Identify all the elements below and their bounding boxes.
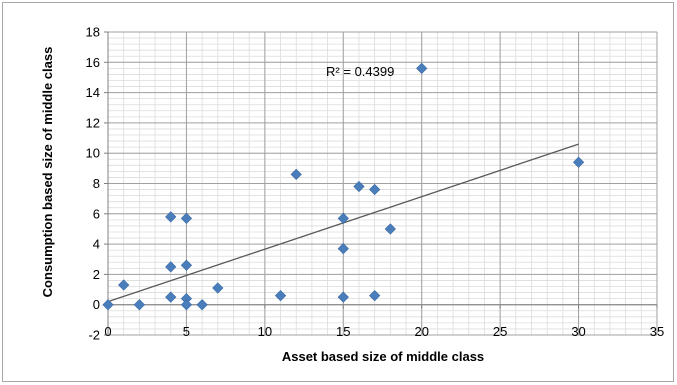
data-point [369, 289, 381, 302]
data-point [118, 279, 130, 291]
data-point [384, 223, 396, 235]
data-point [416, 62, 428, 74]
x-tick-label: 25 [493, 324, 507, 339]
data-point [337, 291, 349, 303]
y-tick-label: 10 [86, 146, 100, 161]
y-tick-label: 2 [93, 267, 100, 282]
x-tick-label: 0 [104, 324, 111, 339]
y-tick-label: 0 [93, 297, 100, 312]
data-point [337, 212, 349, 224]
data-point [337, 243, 349, 255]
x-tick-label: 5 [183, 324, 190, 339]
y-tick-label: 12 [86, 115, 100, 130]
x-tick-label: 30 [571, 324, 585, 339]
y-tick-labels: -2 0 2 4 6 8 10 12 14 16 18 [86, 25, 100, 343]
x-axis-title: Asset based size of middle class [282, 349, 484, 364]
data-point [165, 291, 177, 303]
x-tick-labels: 0 5 10 15 20 25 30 35 [104, 324, 664, 339]
x-tick-label: 35 [650, 324, 664, 339]
y-tick-label: 14 [86, 85, 100, 100]
chart-frame [2, 2, 674, 382]
y-tick-label: -2 [88, 328, 100, 343]
y-axis-title: Consumption based size of middle class [40, 47, 55, 298]
data-point [180, 259, 193, 271]
x-tick-label: 20 [414, 324, 428, 339]
y-tick-label: 16 [86, 55, 100, 70]
data-point [133, 299, 145, 311]
data-point [165, 261, 177, 273]
y-tick-label: 8 [93, 176, 100, 191]
x-tick-label: 10 [258, 324, 272, 339]
r-squared-annotation: R² = 0.4399 [326, 64, 394, 79]
data-point [180, 299, 193, 311]
x-tick-label: 15 [336, 324, 350, 339]
data-point [572, 156, 585, 168]
data-point [290, 168, 302, 181]
y-tick-label: 4 [93, 237, 100, 252]
y-tick-label: 18 [86, 25, 100, 40]
y-tick-label: 6 [93, 206, 100, 221]
data-points [102, 62, 585, 311]
data-point [212, 282, 224, 294]
data-point [180, 212, 193, 224]
data-point [102, 299, 114, 311]
data-point [369, 183, 381, 196]
data-point [353, 180, 365, 193]
data-point [274, 289, 287, 302]
data-point [196, 299, 208, 311]
data-point [165, 211, 177, 223]
